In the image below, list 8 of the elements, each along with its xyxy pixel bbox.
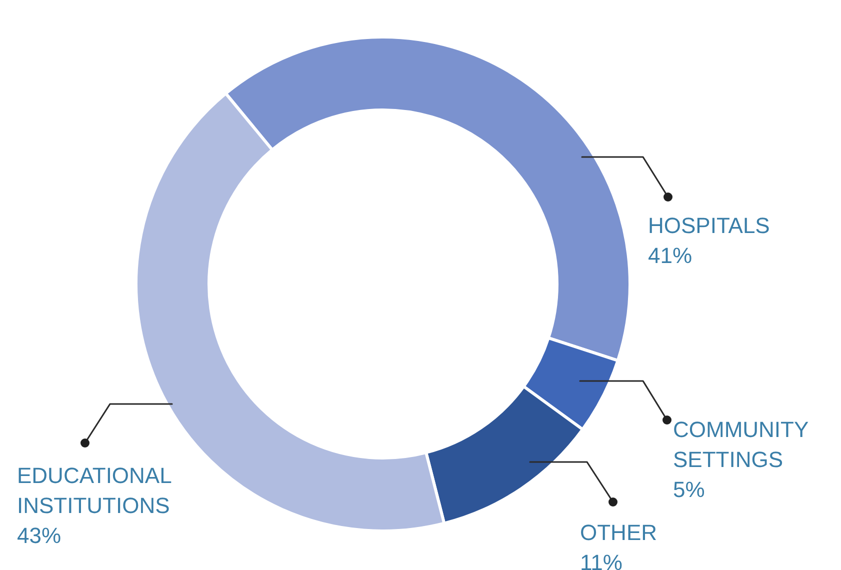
data-label: 5% [673,477,705,502]
slice-label: COMMUNITY SETTINGS [673,417,809,472]
data-label: 41% [648,243,692,268]
slice-label: OTHER [580,520,657,545]
data-label: 43% [17,523,62,548]
slice-label: EDUCATIONAL INSTITUTIONS [17,463,172,518]
slice-label: HOSPITALS [648,213,770,238]
data-label: 11% [580,550,622,570]
